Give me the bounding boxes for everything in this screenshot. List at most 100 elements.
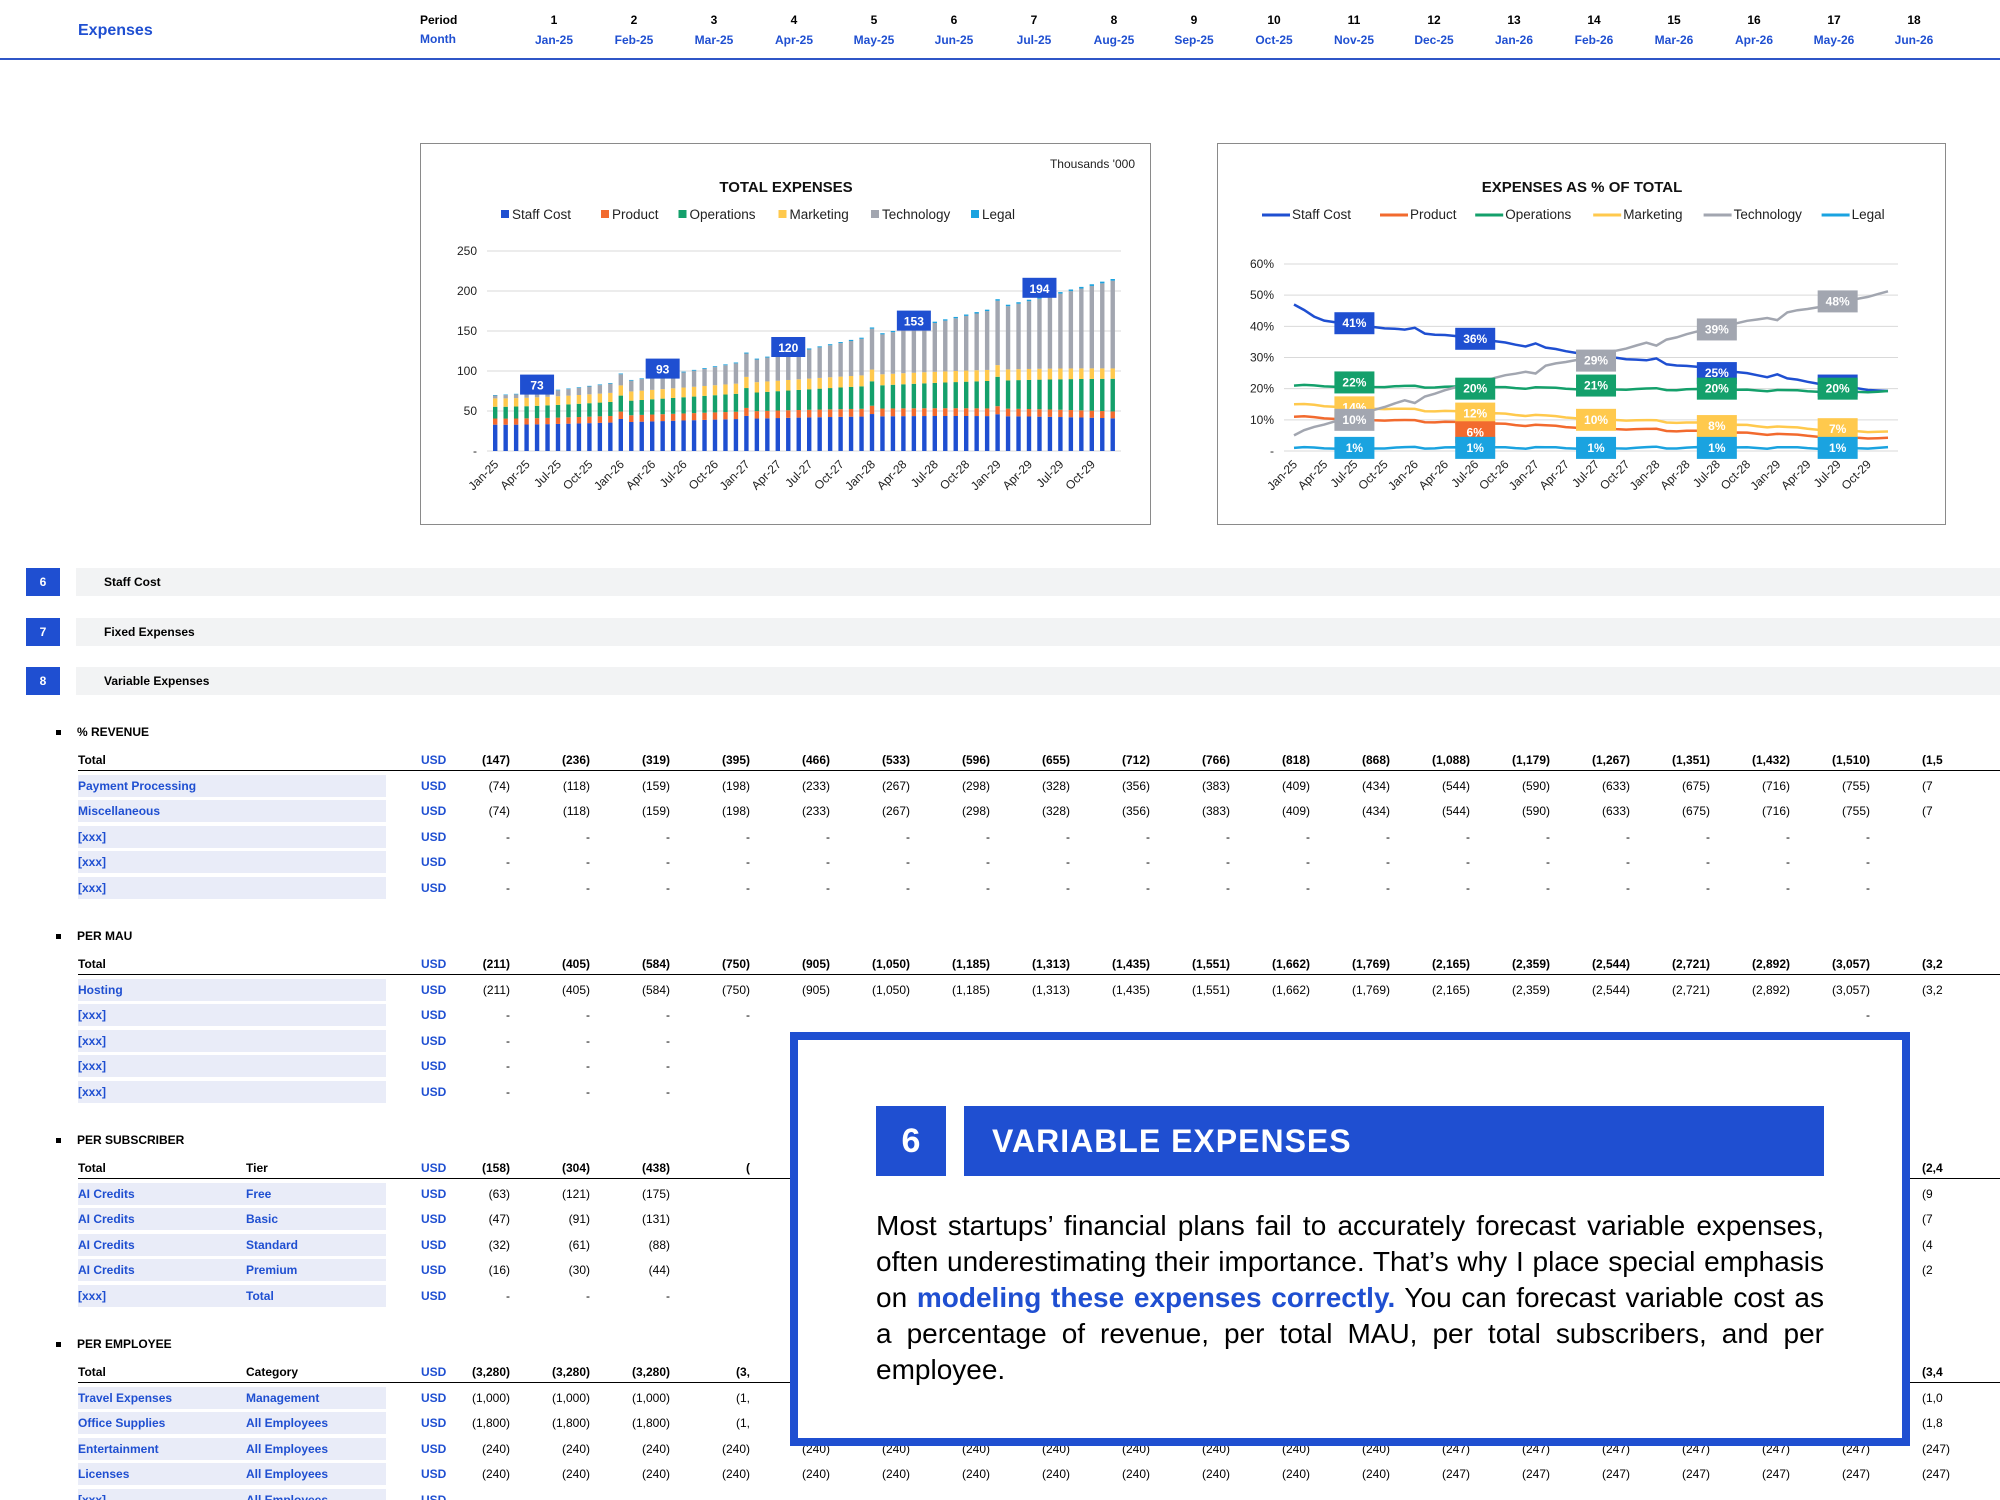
value-cell[interactable]: (118) [562, 778, 590, 793]
value-cell[interactable]: (247) [1922, 1441, 1951, 1456]
table-row[interactable]: [xxx] USD - - - - - - - - - - - - - - - - - - [78, 825, 2000, 848]
value-cell[interactable]: - [1466, 855, 1470, 869]
value-cell[interactable]: (405) [561, 957, 590, 971]
value-cell[interactable]: (1,800) [471, 1416, 510, 1430]
value-cell[interactable]: (712) [1121, 753, 1150, 767]
period-column[interactable]: 17 May-26 [1802, 13, 1866, 47]
value-cell[interactable]: (383) [1201, 778, 1230, 793]
value-cell[interactable]: (1,313) [1031, 982, 1070, 997]
value-cell[interactable]: - [666, 829, 670, 844]
value-cell[interactable]: - [586, 829, 590, 844]
value-cell[interactable]: - [1146, 829, 1150, 844]
section-staff-cost[interactable]: 6 Staff Cost [26, 568, 2000, 596]
period-column[interactable]: 18 Jun-26 [1882, 13, 1946, 47]
table-row[interactable]: Travel Expenses Management USD (1,000) (1,00… [78, 1386, 2000, 1409]
value-cell[interactable]: (240) [881, 1467, 910, 1481]
value-cell[interactable]: (409) [1281, 778, 1310, 793]
value-cell[interactable]: (434) [1361, 778, 1390, 793]
period-column[interactable]: 15 Mar-26 [1642, 13, 1706, 47]
value-cell[interactable]: - [586, 1059, 590, 1073]
value-cell[interactable]: (47) [488, 1212, 510, 1226]
value-cell[interactable]: (533) [881, 753, 910, 767]
value-cell[interactable]: - [1146, 880, 1150, 895]
value-cell[interactable]: - [1466, 880, 1470, 895]
value-cell[interactable]: (267) [881, 804, 910, 818]
value-cell[interactable]: - [506, 1033, 510, 1048]
value-cell[interactable]: (247) [1761, 1467, 1790, 1481]
value-cell[interactable]: (3,057) [1831, 982, 1870, 997]
value-cell[interactable]: (716) [1761, 804, 1790, 818]
value-cell[interactable]: (247) [1441, 1467, 1470, 1481]
value-cell[interactable]: (3,2 [1922, 982, 1943, 997]
value-cell[interactable]: (1,769) [1351, 982, 1390, 997]
value-cell[interactable]: (7 [1922, 804, 1933, 818]
value-cell[interactable]: - [586, 1008, 590, 1022]
value-cell[interactable]: - [666, 1033, 670, 1048]
table-row[interactable]: [xxx] USD - - - - - [78, 1004, 2000, 1026]
table-row[interactable]: Licenses All Employees USD (240) (240) (240) (… [78, 1463, 2000, 1485]
value-cell[interactable]: (30) [568, 1263, 590, 1277]
value-cell[interactable]: - [586, 1033, 590, 1048]
value-cell[interactable]: (3,280) [471, 1365, 510, 1379]
value-cell[interactable]: (9 [1922, 1186, 1933, 1201]
value-cell[interactable]: (298) [961, 804, 990, 818]
value-cell[interactable]: (175) [641, 1186, 670, 1201]
value-cell[interactable]: (2,359) [1511, 982, 1550, 997]
value-cell[interactable]: (750) [721, 982, 750, 997]
value-cell[interactable]: (1,8 [1922, 1416, 1943, 1430]
value-cell[interactable]: (240) [721, 1441, 750, 1456]
value-cell[interactable]: - [586, 880, 590, 895]
value-cell[interactable]: (1,351) [1671, 753, 1710, 767]
value-cell[interactable]: (3,057) [1831, 957, 1870, 971]
value-cell[interactable]: (2,4 [1922, 1161, 1943, 1175]
value-cell[interactable]: (4 [1922, 1237, 1933, 1252]
value-cell[interactable]: (1,510) [1831, 753, 1870, 767]
value-cell[interactable]: (240) [561, 1467, 590, 1481]
value-cell[interactable]: (1,662) [1271, 957, 1310, 971]
value-cell[interactable]: (2,721) [1671, 982, 1710, 997]
value-cell[interactable]: (1,050) [871, 982, 910, 997]
value-cell[interactable]: (584) [641, 982, 670, 997]
value-cell[interactable]: (198) [721, 804, 750, 818]
table-row[interactable]: [xxx]USD---- [78, 1080, 2000, 1103]
value-cell[interactable]: (198) [721, 778, 750, 793]
value-cell[interactable]: (61) [568, 1237, 590, 1252]
table-row[interactable]: Hosting USD (211) (405) (584) (750) (905) (1,05… [78, 978, 2000, 1001]
value-cell[interactable]: - [1306, 880, 1310, 895]
section-fixed-expenses[interactable]: 7 Fixed Expenses [26, 618, 2000, 646]
value-cell[interactable]: (158) [481, 1161, 510, 1175]
value-cell[interactable]: - [1786, 855, 1790, 869]
value-cell[interactable]: (319) [641, 753, 670, 767]
value-cell[interactable]: (544) [1441, 778, 1470, 793]
value-cell[interactable]: (3,280) [631, 1365, 670, 1379]
table-row[interactable]: Miscellaneous USD (74) (118) (159) (198) (233)… [78, 800, 2000, 822]
value-cell[interactable]: - [666, 1008, 670, 1022]
value-cell[interactable]: (240) [1121, 1467, 1150, 1481]
value-cell[interactable]: (7 [1922, 778, 1933, 793]
value-cell[interactable]: (147) [481, 753, 510, 767]
value-cell[interactable]: (3,280) [551, 1365, 590, 1379]
value-cell[interactable]: - [1546, 880, 1550, 895]
value-cell[interactable]: (247) [1601, 1467, 1630, 1481]
value-cell[interactable]: (3, [735, 1365, 750, 1379]
value-cell[interactable]: - [746, 880, 750, 895]
value-cell[interactable]: (32) [488, 1237, 510, 1252]
value-cell[interactable]: - [1146, 855, 1150, 869]
value-cell[interactable]: ( [746, 1161, 750, 1175]
value-cell[interactable]: (1,551) [1191, 957, 1230, 971]
value-cell[interactable]: (1,000) [471, 1390, 510, 1405]
period-column[interactable]: 7 Jul-25 [1002, 13, 1066, 47]
value-cell[interactable]: (16) [488, 1263, 510, 1277]
table-row[interactable]: [xxx] USD - - - - - - - - - - - - - - - - - - [78, 876, 2000, 899]
value-cell[interactable]: - [1466, 829, 1470, 844]
value-cell[interactable]: - [586, 855, 590, 869]
value-cell[interactable]: (211) [482, 957, 510, 971]
value-cell[interactable]: (675) [1681, 778, 1710, 793]
value-cell[interactable]: (1,662) [1271, 982, 1310, 997]
value-cell[interactable]: (1,088) [1431, 753, 1470, 767]
value-cell[interactable]: - [666, 1288, 670, 1303]
value-cell[interactable]: (1,435) [1111, 957, 1150, 971]
value-cell[interactable]: (159) [641, 778, 670, 793]
